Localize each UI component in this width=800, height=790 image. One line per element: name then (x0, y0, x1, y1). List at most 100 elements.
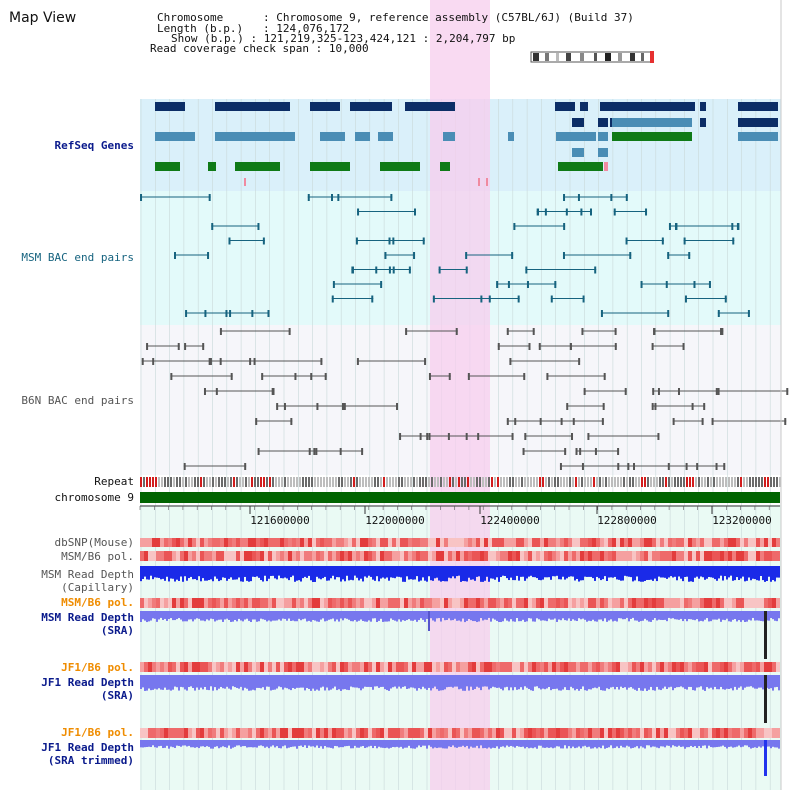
depth-bar (280, 566, 282, 579)
depth-bar (378, 566, 380, 582)
repeat-block (413, 477, 415, 487)
msm-bac-end (229, 310, 232, 317)
depth-bar (436, 675, 438, 690)
heat-cell (192, 662, 196, 672)
depth-bar (634, 611, 636, 621)
depth-bar (684, 740, 686, 749)
heat-cell (724, 662, 728, 672)
heat-cell (756, 728, 760, 738)
track-label-jf1-b6-pol-2[interactable]: JF1/B6 pol. (61, 726, 134, 739)
track-label-jf1-b6-pol[interactable]: JF1/B6 pol. (61, 661, 134, 674)
heat-cell (436, 551, 440, 561)
heat-cell (284, 551, 288, 561)
depth-bar (378, 675, 380, 688)
depth-bar (420, 566, 422, 581)
depth-spike (764, 675, 767, 723)
heat-cell (544, 728, 548, 738)
depth-bar (730, 566, 732, 576)
repeat-block (605, 477, 607, 487)
axis-tick-label: 122800000 (597, 514, 657, 527)
depth-bar (282, 740, 284, 747)
depth-bar (516, 675, 518, 690)
depth-bar (760, 611, 762, 621)
depth-bar (148, 566, 150, 580)
heat-cell (756, 551, 760, 561)
depth-bar (436, 566, 438, 578)
heat-cell (272, 538, 276, 547)
repeat-block (209, 477, 211, 487)
track-label-dbsnp[interactable]: dbSNP(Mouse) (54, 536, 134, 549)
heat-cell (260, 728, 264, 738)
depth-bar (652, 740, 654, 747)
depth-bar (354, 611, 356, 621)
repeat-block (779, 477, 781, 487)
b6n-bac-end (559, 463, 562, 470)
heat-cell (668, 538, 672, 547)
depth-bar (336, 611, 338, 620)
depth-bar (480, 611, 482, 619)
track-label-refseq[interactable]: RefSeq Genes (54, 139, 134, 152)
depth-bar (558, 740, 560, 747)
b6n-bac-end (614, 343, 617, 350)
depth-bar (616, 740, 618, 747)
track-label-msm-b6-pol[interactable]: MSM/B6 pol. (61, 550, 134, 563)
heat-cell (672, 662, 676, 672)
depth-bar (320, 740, 322, 747)
depth-bar (326, 566, 328, 581)
depth-bar (556, 611, 558, 622)
depth-bar (338, 566, 340, 578)
track-label-msm-b6-pol-2[interactable]: MSM/B6 pol. (61, 596, 134, 609)
refseq-gene (555, 102, 575, 111)
heat-cell (580, 551, 584, 561)
heat-cell (468, 538, 472, 547)
refseq-gene (355, 132, 370, 141)
depth-bar (748, 611, 750, 620)
depth-bar (592, 740, 594, 749)
track-label-b6n-bac[interactable]: B6N BAC end pairs (21, 394, 134, 407)
heat-cell (212, 538, 216, 547)
depth-bar (256, 740, 258, 748)
depth-bar (376, 611, 378, 623)
heat-cell (504, 728, 508, 738)
heat-cell (760, 662, 764, 672)
depth-bar (302, 740, 304, 748)
depth-bar (584, 611, 586, 620)
track-label-msm-depth-capillary[interactable]: MSM Read Depth (Capillary) (0, 568, 134, 594)
repeat-block (755, 477, 757, 487)
depth-bar (210, 611, 212, 619)
msm-bac-end (207, 252, 210, 259)
depth-bar (400, 675, 402, 689)
depth-bar (558, 566, 560, 580)
depth-bar (228, 675, 230, 689)
heat-cell (704, 551, 708, 561)
heat-cell (380, 538, 384, 547)
depth-bar (142, 740, 144, 748)
depth-bar (420, 740, 422, 748)
track-label-jf1-depth-sra[interactable]: JF1 Read Depth (SRA) (0, 676, 134, 702)
depth-bar (348, 740, 350, 746)
msm-bac-end (517, 295, 520, 303)
track-label-msm-depth-sra[interactable]: MSM Read Depth (SRA) (0, 611, 134, 637)
heat-cell (572, 662, 576, 672)
b6n-bac-end (255, 418, 258, 425)
depth-bar (356, 611, 358, 622)
track-label-repeat[interactable]: Repeat (94, 475, 134, 488)
depth-bar (210, 740, 212, 749)
depth-bar (674, 611, 676, 620)
depth-bar (310, 611, 312, 622)
depth-bar (528, 566, 530, 577)
b6n-bac-end (627, 463, 630, 470)
depth-bar (514, 675, 516, 688)
depth-bar (486, 675, 488, 687)
track-label-msm-bac[interactable]: MSM BAC end pairs (21, 251, 134, 264)
repeat-block (614, 477, 616, 487)
b6n-bac-end (566, 403, 569, 410)
depth-bar (334, 566, 336, 580)
heat-cell (160, 551, 164, 561)
track-label-jf1-depth-trimmed[interactable]: JF1 Read Depth (SRA trimmed) (0, 741, 134, 767)
depth-bar (338, 740, 340, 748)
refseq-gene (405, 102, 445, 111)
b6n-bac-end (219, 358, 222, 365)
